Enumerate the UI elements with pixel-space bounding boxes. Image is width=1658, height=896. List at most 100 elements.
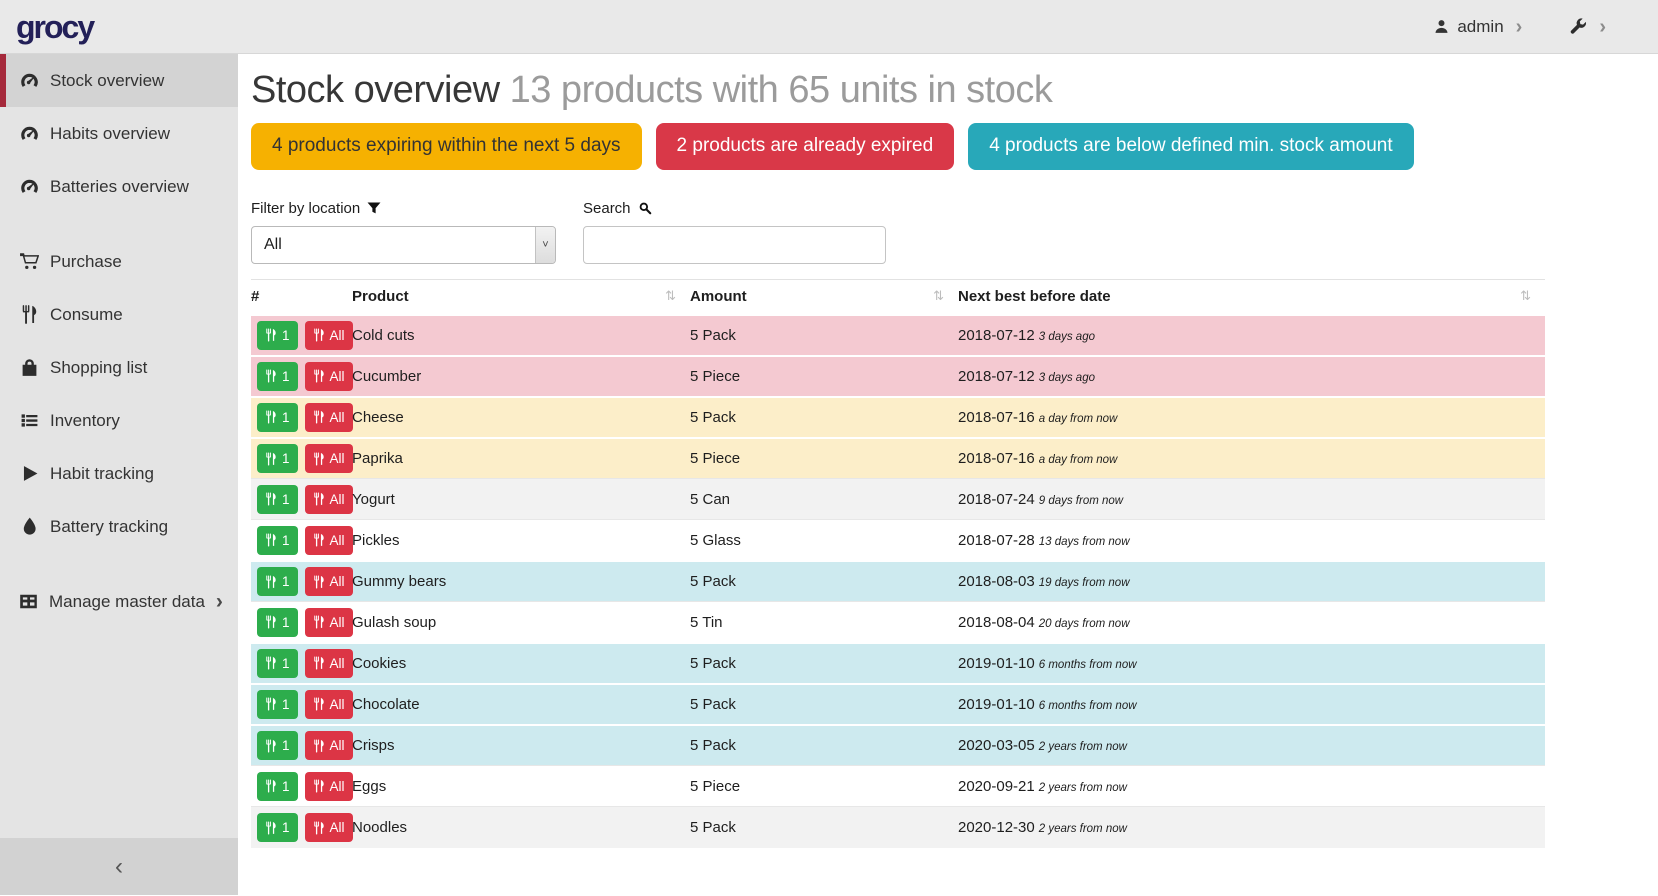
column-header-: # bbox=[251, 278, 352, 316]
product-name: Cookies bbox=[352, 641, 690, 684]
sidebar-item-habits-overview[interactable]: Habits overview bbox=[0, 107, 238, 160]
consume-one-button[interactable]: 1 bbox=[257, 320, 298, 350]
location-select-value: All bbox=[264, 235, 282, 253]
username: admin bbox=[1457, 16, 1504, 36]
page-subtitle: 13 products with 65 units in stock bbox=[509, 69, 1053, 111]
topbar-right: admin › › bbox=[1433, 17, 1618, 37]
settings-menu[interactable] bbox=[1568, 17, 1587, 36]
best-before-date: 2018-07-12 3 days ago bbox=[958, 313, 1545, 356]
consume-one-button[interactable]: 1 bbox=[257, 607, 298, 637]
sidebar-item-purchase[interactable]: Purchase bbox=[0, 235, 238, 288]
sort-icon[interactable]: ⇅ bbox=[665, 287, 676, 303]
product-amount: 5 Glass bbox=[690, 519, 958, 561]
select-arrow-icon: ˅ bbox=[535, 226, 555, 263]
consume-all-button[interactable]: All bbox=[304, 402, 353, 432]
consume-all-button[interactable]: All bbox=[304, 567, 353, 597]
chevron-right-icon[interactable]: › bbox=[1599, 15, 1606, 38]
consume-all-button[interactable]: All bbox=[304, 444, 353, 474]
best-before-date: 2020-03-05 2 years from now bbox=[958, 723, 1545, 766]
best-before-date: 2018-07-12 3 days ago bbox=[958, 354, 1545, 397]
consume-all-button[interactable]: All bbox=[304, 813, 353, 843]
consume-one-button[interactable]: 1 bbox=[257, 402, 298, 432]
product-name: Chocolate bbox=[352, 682, 690, 725]
product-amount: 5 Pack bbox=[690, 682, 958, 725]
product-name: Cheese bbox=[352, 395, 690, 438]
consume-all-button[interactable]: All bbox=[304, 689, 353, 719]
table-row: 1 All Paprika 5 Piece 2018-07-16 a day fro… bbox=[251, 436, 1545, 479]
consume-one-button[interactable]: 1 bbox=[257, 689, 298, 719]
utensils-icon bbox=[19, 305, 39, 324]
best-before-date: 2020-12-30 2 years from now bbox=[958, 806, 1545, 848]
column-header-product[interactable]: Product ⇅ bbox=[352, 278, 690, 316]
search-input[interactable] bbox=[583, 225, 886, 264]
consume-all-button[interactable]: All bbox=[304, 525, 353, 555]
best-before-date: 2019-01-10 6 months from now bbox=[958, 682, 1545, 725]
alert-badge[interactable]: 2 products are already expired bbox=[655, 123, 955, 170]
filter-funnel-icon bbox=[367, 202, 381, 214]
alert-badge[interactable]: 4 products are below defined min. stock … bbox=[968, 123, 1414, 170]
due-relative-text: 3 days ago bbox=[1038, 330, 1095, 343]
best-before-date: 2018-08-03 19 days from now bbox=[958, 559, 1545, 602]
consume-one-button[interactable]: 1 bbox=[257, 731, 298, 761]
consume-one-button[interactable]: 1 bbox=[257, 444, 298, 474]
due-relative-text: 2 years from now bbox=[1038, 741, 1127, 754]
sidebar-item-batteries-overview[interactable]: Batteries overview bbox=[0, 160, 238, 213]
location-select[interactable]: All ˅ bbox=[251, 225, 556, 264]
consume-one-button[interactable]: 1 bbox=[257, 771, 298, 801]
user-menu[interactable]: admin bbox=[1433, 16, 1504, 37]
consume-all-button[interactable]: All bbox=[304, 607, 353, 637]
table-header-row: # Product ⇅ Amount ⇅ Next best before date ⇅ bbox=[251, 278, 1545, 316]
sidebar-item-habit-tracking[interactable]: Habit tracking bbox=[0, 447, 238, 500]
due-relative-text: 20 days from now bbox=[1038, 617, 1130, 630]
chevron-right-icon: › bbox=[215, 589, 223, 613]
sidebar-item-battery-tracking[interactable]: Battery tracking bbox=[0, 500, 238, 553]
sidebar-item-consume[interactable]: Consume bbox=[0, 288, 238, 341]
consume-all-button[interactable]: All bbox=[304, 648, 353, 678]
product-amount: 5 Pack bbox=[690, 313, 958, 356]
product-name: Gummy bears bbox=[352, 559, 690, 602]
due-relative-text: 19 days from now bbox=[1038, 577, 1130, 590]
grocy-logo[interactable]: grocy bbox=[16, 8, 95, 45]
column-header-next-best-before-date[interactable]: Next best before date ⇅ bbox=[958, 278, 1545, 316]
page-title: Stock overview 13 products with 65 units… bbox=[251, 69, 1658, 112]
sidebar-item-inventory[interactable]: Inventory bbox=[0, 394, 238, 447]
table-row: 1 All Crisps 5 Pack 2020-03-05 2 years fro… bbox=[251, 723, 1545, 766]
product-amount: 5 Tin bbox=[690, 601, 958, 643]
sidebar-nav: Stock overview Habits overview Batteries… bbox=[0, 54, 238, 628]
due-relative-text: a day from now bbox=[1038, 454, 1118, 467]
best-before-date: 2020-09-21 2 years from now bbox=[958, 765, 1545, 807]
product-name: Paprika bbox=[352, 436, 690, 479]
consume-all-button[interactable]: All bbox=[304, 731, 353, 761]
sort-icon[interactable]: ⇅ bbox=[933, 287, 944, 303]
best-before-date: 2019-01-10 6 months from now bbox=[958, 641, 1545, 684]
consume-one-button[interactable]: 1 bbox=[257, 484, 298, 514]
sidebar-item-manage-master-data[interactable]: Manage master data › bbox=[0, 575, 238, 628]
sidebar-item-stock-overview[interactable]: Stock overview bbox=[0, 54, 238, 107]
column-header-amount[interactable]: Amount ⇅ bbox=[690, 278, 958, 316]
table-row: 1 All Cold cuts 5 Pack 2018-07-12 3 days a… bbox=[251, 313, 1545, 356]
consume-one-button[interactable]: 1 bbox=[257, 567, 298, 597]
search-block: Search bbox=[583, 200, 886, 264]
due-relative-text: 6 months from now bbox=[1038, 699, 1137, 712]
sidebar-collapse-button[interactable]: ‹ bbox=[0, 838, 238, 895]
consume-one-button[interactable]: 1 bbox=[257, 525, 298, 555]
sidebar: Stock overview Habits overview Batteries… bbox=[0, 54, 238, 895]
consume-all-button[interactable]: All bbox=[304, 484, 353, 514]
consume-all-button[interactable]: All bbox=[304, 771, 353, 801]
product-name: Gulash soup bbox=[352, 601, 690, 643]
consume-all-button[interactable]: All bbox=[304, 361, 353, 391]
sort-icon[interactable]: ⇅ bbox=[1520, 287, 1531, 303]
due-relative-text: 13 days from now bbox=[1038, 535, 1130, 548]
chevron-left-icon: ‹ bbox=[115, 852, 123, 880]
consume-one-button[interactable]: 1 bbox=[257, 813, 298, 843]
consume-one-button[interactable]: 1 bbox=[257, 648, 298, 678]
sidebar-item-shopping-list[interactable]: Shopping list bbox=[0, 341, 238, 394]
consume-all-button[interactable]: All bbox=[304, 320, 353, 350]
product-name: Cold cuts bbox=[352, 313, 690, 356]
due-relative-text: 3 days ago bbox=[1038, 371, 1095, 384]
due-relative-text: 9 days from now bbox=[1038, 494, 1124, 507]
alert-badge[interactable]: 4 products expiring within the next 5 da… bbox=[251, 123, 642, 170]
chevron-right-icon[interactable]: › bbox=[1515, 15, 1523, 38]
consume-one-button[interactable]: 1 bbox=[257, 361, 298, 391]
product-name: Crisps bbox=[352, 723, 690, 766]
